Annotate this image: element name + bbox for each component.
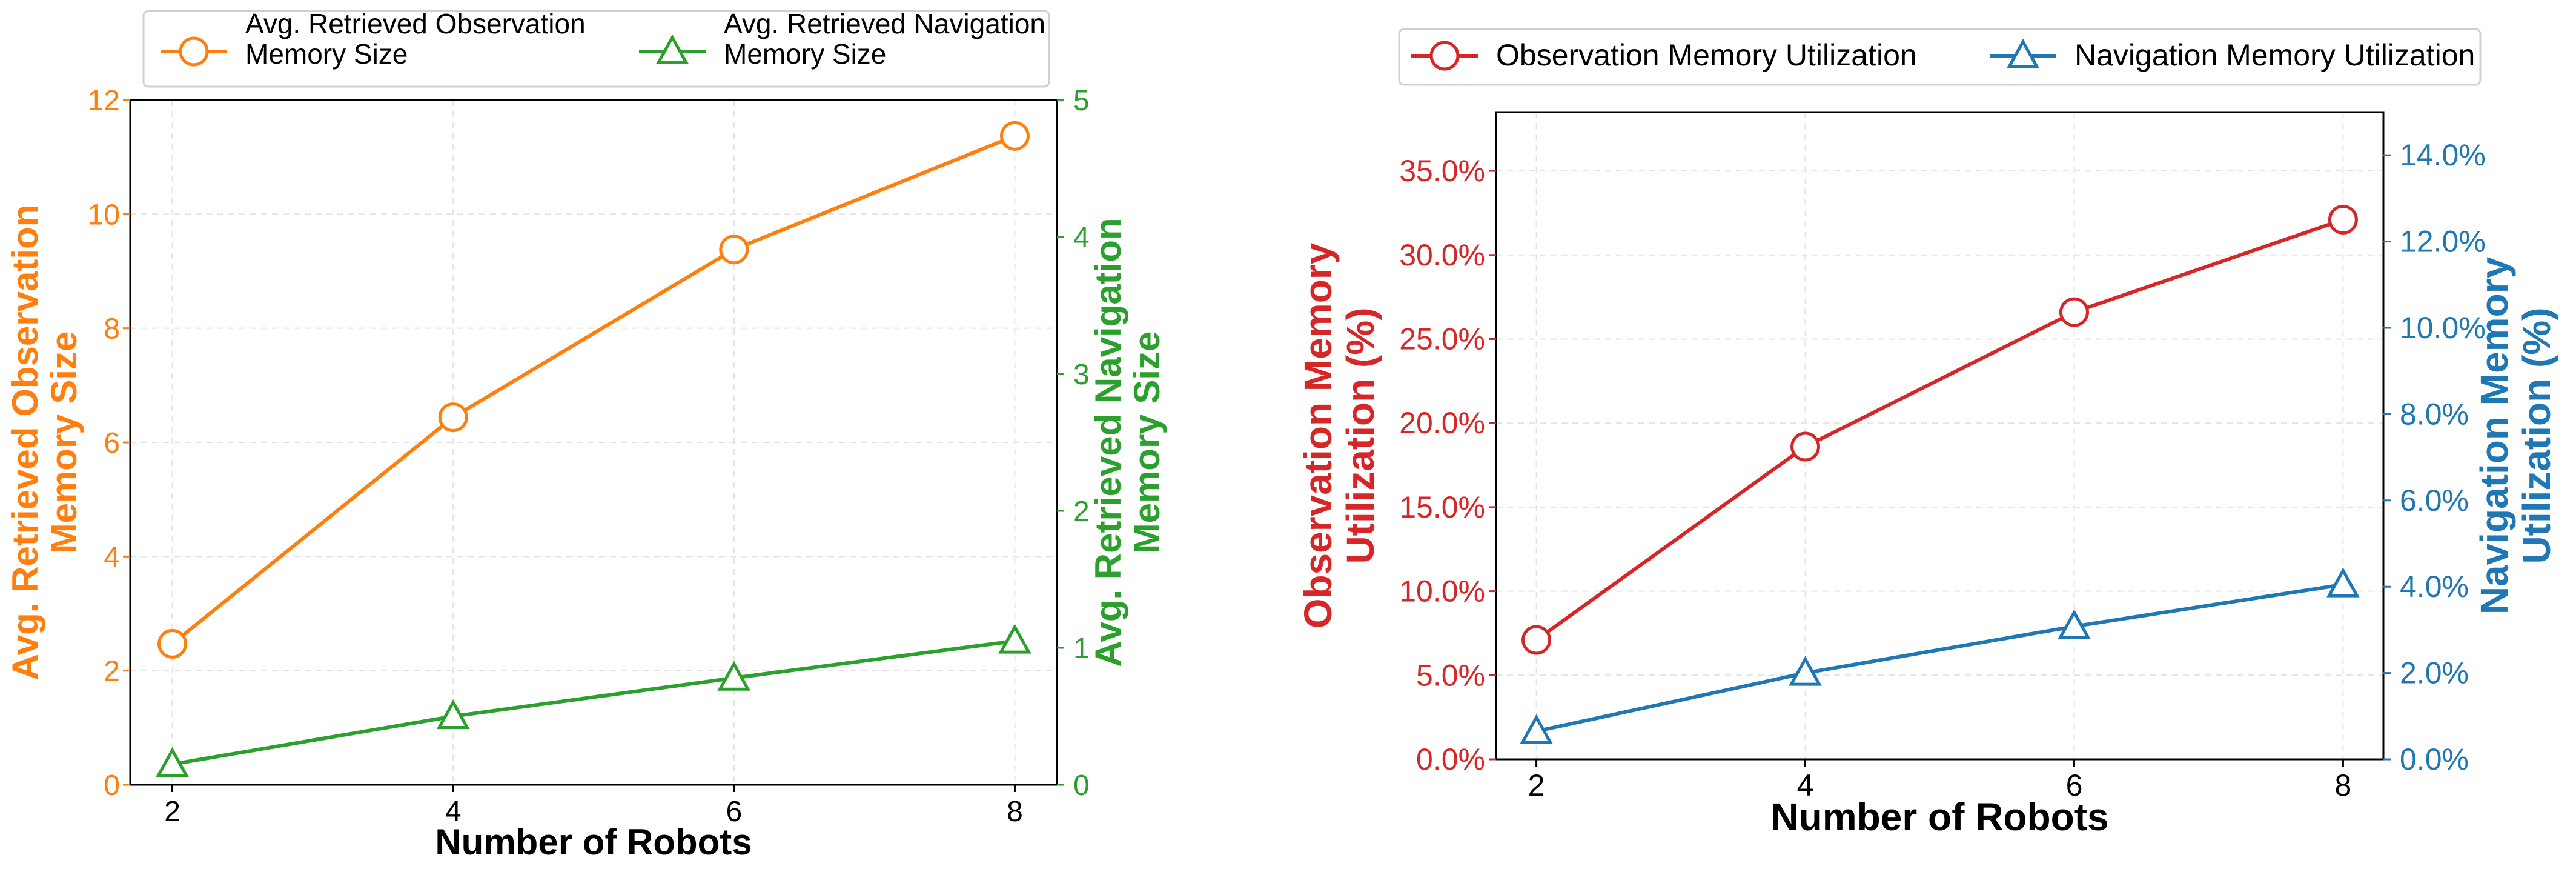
right-tick-label: 2.0% [2400,656,2469,690]
x-axis-title: Number of Robots [435,822,752,862]
right-tick-label: 3 [1073,359,1090,391]
legend-entry-label: Observation Memory Utilization [1496,38,1917,72]
data-point [156,747,189,777]
left-axis-title-line: Avg. Retrieved Observation [5,205,45,681]
right-tick-label: 14.0% [2400,138,2486,172]
x-tick-label: 2 [1528,768,1545,802]
series-1 [1520,567,2360,744]
left-tick-label: 0.0% [1416,742,1485,776]
left-tick-label: 8 [104,313,120,345]
series-line [1535,582,2343,733]
legend-swatch-marker [655,34,689,64]
data-point [999,121,1030,151]
left-tick-label: 15.0% [1399,490,1485,524]
left-tick-label: 4 [104,541,120,573]
data-point [2326,567,2360,598]
series-0 [1521,205,2358,655]
legend-entry-label: Memory Size [724,38,886,70]
left-tick-label: 6 [104,427,120,459]
left-tick-label: 10.0% [1399,574,1485,608]
x-tick-label: 6 [726,796,742,828]
left-axis-title-line: Observation Memory [1296,242,1340,628]
data-point [157,628,188,659]
right-axis-title-line: Avg. Retrieved Navigation [1088,218,1128,667]
legend-entry-label: Avg. Retrieved Observation [245,8,586,39]
data-point [719,235,749,265]
data-point [998,624,1031,654]
legend-swatch-marker [2006,38,2040,68]
left-tick-label: 20.0% [1399,406,1485,440]
left-tick-label: 30.0% [1399,238,1485,272]
right-tick-label: 6.0% [2400,484,2469,518]
right-axis-title-line: Memory Size [1127,331,1167,554]
legend: Avg. Retrieved Observation Memory SizeAv… [142,8,1050,88]
right-tick-label: 12.0% [2400,225,2486,259]
left-tick-label: 2 [104,656,120,688]
data-point [717,661,751,691]
right-tick-label: 2 [1073,496,1090,528]
data-point [436,699,470,729]
legend-swatch-marker [1429,41,1460,71]
left-axis-title-line: Utilization (%) [1339,307,1382,564]
x-tick-label: 4 [1797,768,1814,802]
left-tick-label: 25.0% [1399,322,1485,356]
legend-box [142,10,1050,88]
legend-box [1398,28,2482,86]
data-point [1789,656,1822,686]
legend-swatch-marker [179,36,209,67]
series-line [1535,218,2344,642]
plot-frame [1495,111,2385,761]
gridlines [130,99,1057,785]
right-tick-label: 5 [1073,85,1090,117]
data-point [1790,431,1821,462]
x-axis-title: Number of Robots [1770,795,2108,839]
right-tick-label: 8.0% [2400,397,2469,431]
right-tick-label: 0 [1073,770,1090,802]
right-tick-label: 4.0% [2400,570,2469,604]
legend: Observation Memory Utilization Navigation… [1398,28,2482,86]
left-axis-title-line: Memory Size [44,331,84,554]
series-0 [157,121,1030,659]
legend-entry-label: Memory Size [245,38,408,70]
right-axis-title-line: Navigation Memory [2472,256,2516,614]
data-point [2058,609,2091,639]
x-tick-label: 6 [2066,768,2083,802]
series-1 [156,624,1031,777]
left-tick-label: 5.0% [1416,658,1485,692]
data-point [2059,297,2089,327]
right-tick-label: 4 [1073,222,1090,254]
left-tick-label: 35.0% [1399,154,1485,188]
series-line [172,639,1015,767]
right-tick-label: 10.0% [2400,311,2486,345]
legend-entry-label: Navigation Memory Utilization [2074,38,2475,72]
data-point [1521,625,1552,655]
legend-entry-label: Avg. Retrieved Navigation [724,8,1045,39]
x-tick-label: 8 [1007,796,1023,828]
right-axis-title-line: Utilization (%) [2515,307,2558,564]
left-tick-label: 0 [104,770,120,802]
x-tick-label: 8 [2335,768,2352,802]
right-tick-label: 1 [1073,633,1090,665]
data-point [1520,714,1553,744]
data-point [438,402,468,433]
left-tick-label: 12 [88,85,120,117]
chart-right: 2 4 6 8 0.0% 5.0% 10.0% 15.0% 20.0% 25.0% 30.0% 35.… [1296,28,2558,839]
right-tick-label: 0.0% [2400,742,2469,776]
left-tick-label: 10 [88,199,120,231]
series-line [171,134,1016,645]
x-tick-label: 4 [445,796,462,828]
gridlines [1496,112,2383,760]
x-tick-label: 2 [164,796,180,828]
data-point [2328,205,2358,235]
